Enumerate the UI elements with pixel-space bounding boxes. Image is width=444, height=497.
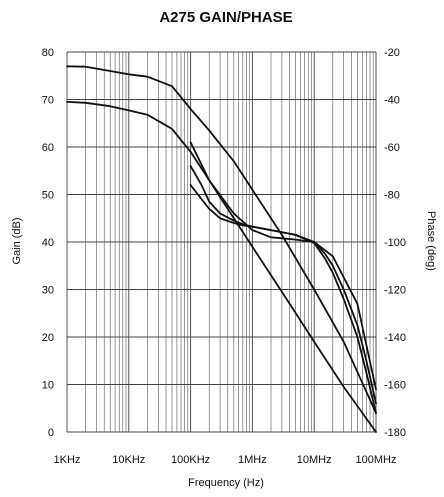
phase-curve: [189, 141, 377, 391]
y2-tick-label: -100: [384, 237, 406, 249]
y-tick-label: 60: [42, 142, 54, 154]
phase-curve: [189, 165, 377, 414]
y2-tick-label: -140: [384, 332, 406, 344]
y-tick-label: 10: [42, 380, 54, 392]
x-axis-label: Frequency (Hz): [188, 477, 264, 489]
x-tick-label: 10MHz: [297, 454, 332, 466]
y-tick-label: 0: [48, 427, 54, 439]
x-tick-label: 100KHz: [171, 454, 210, 466]
tick-labels: 0 10 20 30 40 50 60 70 80 -180 -160 -140 -120 -100 -80…: [42, 47, 406, 466]
gain-curve: [66, 101, 377, 433]
y-tick-label: 70: [42, 95, 54, 107]
gain-curve: [66, 65, 377, 414]
x-tick-label: 1KHz: [54, 454, 81, 466]
y2-tick-label: -20: [384, 47, 400, 59]
y-axis-label-left: Gain (dB): [11, 217, 23, 264]
y-tick-label: 40: [42, 237, 54, 249]
y-tick-label: 80: [42, 47, 54, 59]
y-tick-label: 50: [42, 190, 54, 202]
y2-tick-label: -80: [384, 190, 400, 202]
y2-tick-label: -40: [384, 95, 400, 107]
y2-tick-label: -160: [384, 380, 406, 392]
y-tick-label: 20: [42, 332, 54, 344]
data-series: [66, 65, 377, 433]
y2-tick-label: -180: [384, 427, 406, 439]
x-tick-label: 10KHz: [112, 454, 145, 466]
y2-tick-label: -60: [384, 142, 400, 154]
grid-lines: [66, 51, 377, 433]
chart-title: A275 GAIN/PHASE: [159, 9, 292, 26]
y2-tick-label: -120: [384, 285, 406, 297]
x-tick-label: 100MHz: [356, 454, 397, 466]
x-tick-label: 1MHz: [238, 454, 267, 466]
y-tick-label: 30: [42, 285, 54, 297]
y-axis-label-right: Phase (deg): [425, 211, 437, 271]
